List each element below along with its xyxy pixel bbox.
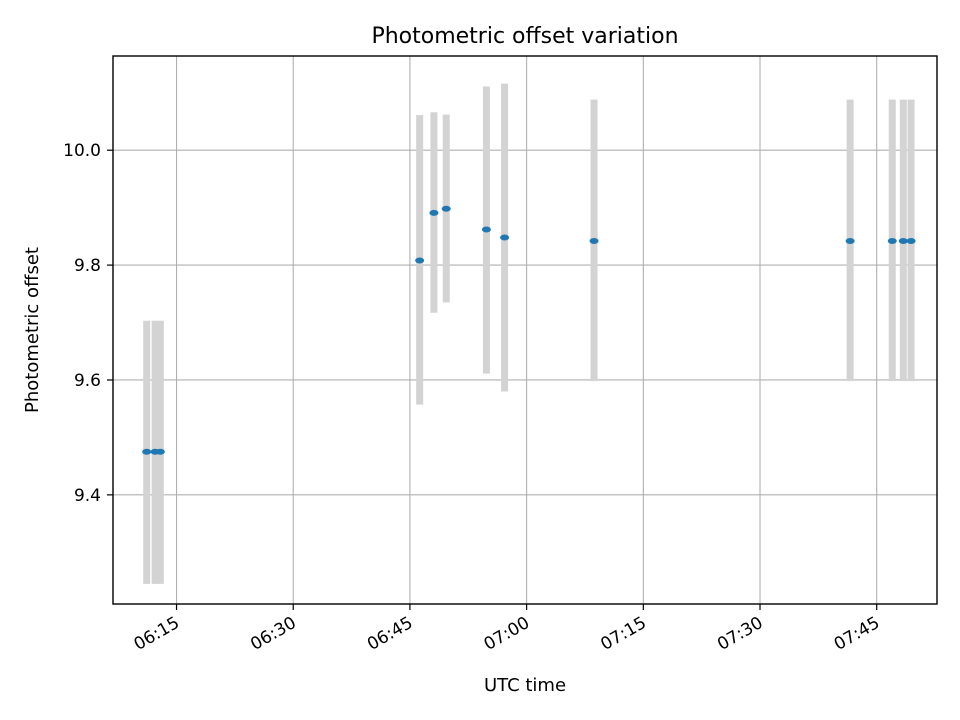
y-axis-label: Photometric offset <box>22 247 43 413</box>
data-point <box>906 237 916 244</box>
axes-frame <box>112 55 938 605</box>
data-point <box>155 448 165 455</box>
data-point <box>589 237 599 244</box>
data-point <box>887 237 897 244</box>
x-axis-label: UTC time <box>484 675 566 696</box>
y-axis-ticks: 9.4 9.6 9.8 10.0 <box>63 141 113 506</box>
data-point <box>142 448 152 455</box>
data-point <box>898 237 908 244</box>
data-point <box>429 209 439 216</box>
data-point <box>441 205 451 212</box>
y-tick-label: 9.4 <box>74 486 101 506</box>
grid <box>113 56 937 604</box>
data-points <box>142 205 916 455</box>
y-tick-label: 9.8 <box>74 256 101 276</box>
chart-title: Photometric offset variation <box>371 24 678 49</box>
y-tick-label: 9.6 <box>74 371 101 391</box>
y-tick-label: 10.0 <box>63 141 101 161</box>
data-point <box>481 226 491 233</box>
data-point <box>415 257 425 264</box>
data-point <box>500 234 510 241</box>
data-point <box>845 237 855 244</box>
